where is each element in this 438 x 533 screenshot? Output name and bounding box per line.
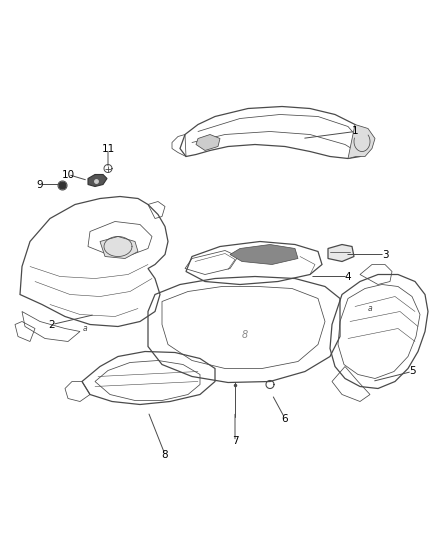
Text: 3: 3 [381,249,389,260]
Text: a: a [367,304,372,313]
Text: 11: 11 [101,143,115,154]
Polygon shape [88,174,107,187]
Polygon shape [230,245,298,264]
Text: 9: 9 [37,180,43,190]
Polygon shape [196,134,220,150]
Text: 1: 1 [352,126,358,136]
Text: a: a [83,324,87,333]
Text: 8: 8 [162,449,168,459]
Polygon shape [348,125,375,158]
Polygon shape [328,245,354,262]
Text: 5: 5 [409,367,415,376]
Polygon shape [100,237,138,259]
Text: 6: 6 [282,414,288,424]
Text: 10: 10 [61,169,74,180]
Text: 7: 7 [232,437,238,447]
Text: 8: 8 [242,329,248,340]
Text: 4: 4 [345,271,351,281]
Text: 2: 2 [49,319,55,329]
